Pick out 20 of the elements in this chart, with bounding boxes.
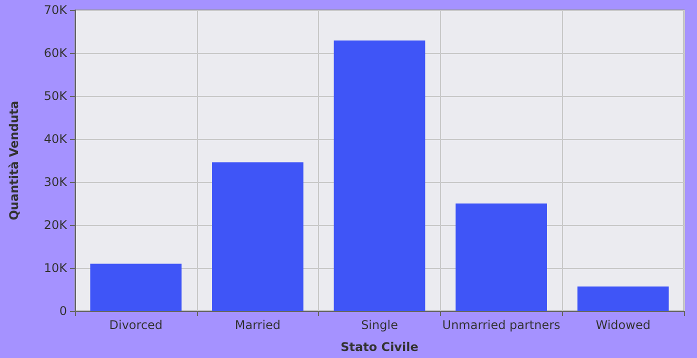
y-tick-label: 10K — [44, 261, 68, 275]
y-axis-title: Quantità Venduta — [7, 100, 21, 220]
y-tick-label: 70K — [44, 3, 68, 17]
bar — [90, 264, 182, 311]
bar — [334, 40, 426, 311]
y-tick-label: 0 — [59, 304, 67, 318]
x-tick-label: Married — [234, 318, 281, 332]
y-tick-label: 40K — [44, 132, 68, 146]
y-tick-label: 20K — [44, 218, 68, 232]
y-tick-label: 60K — [44, 46, 68, 60]
y-tick-label: 30K — [44, 175, 68, 189]
x-axis-title: Stato Civile — [340, 340, 418, 354]
x-tick-label: Unmarried partners — [442, 318, 560, 332]
x-tick-label: Divorced — [109, 318, 163, 332]
x-tick-label: Single — [361, 318, 398, 332]
bar — [456, 204, 547, 311]
bar — [212, 162, 304, 311]
y-tick-label: 50K — [44, 89, 68, 103]
bar — [577, 286, 669, 311]
x-tick-label: Widowed — [596, 318, 650, 332]
